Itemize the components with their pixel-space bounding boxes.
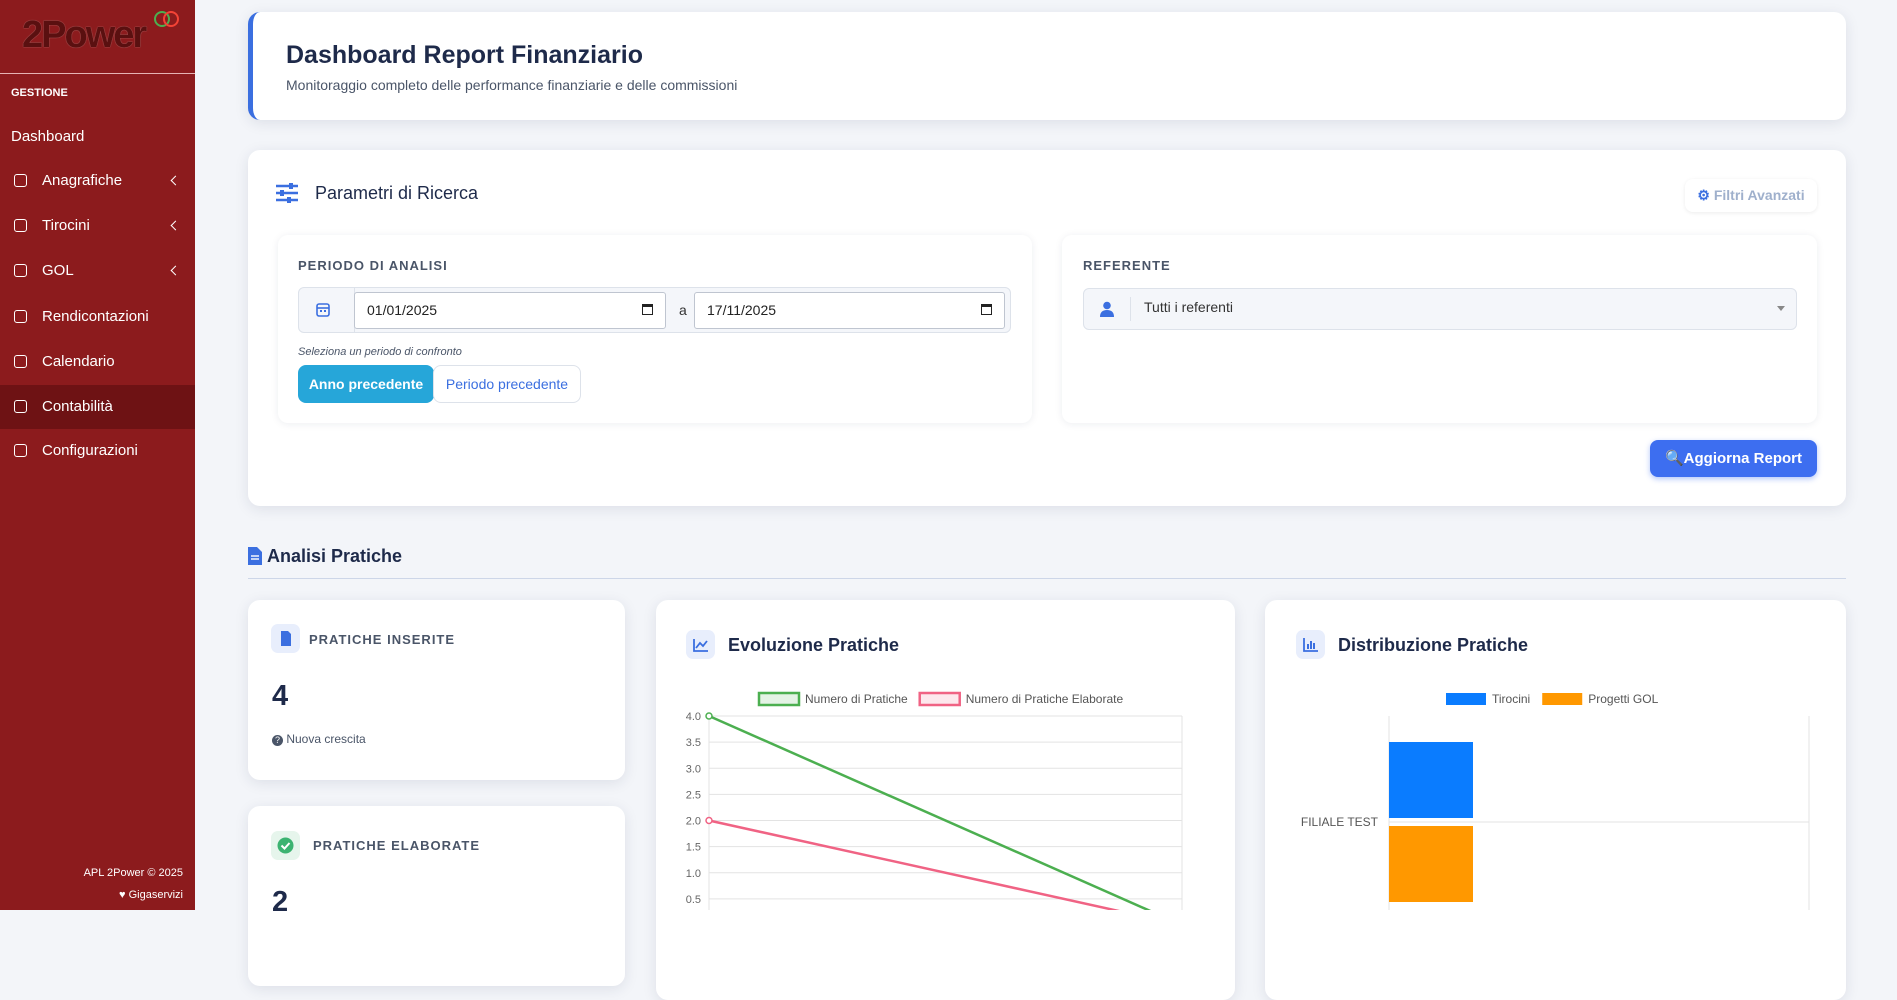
credit[interactable]: ♥ Gigaservizi xyxy=(119,889,183,901)
date-to[interactable]: 17/11/2025 xyxy=(694,292,1005,329)
period-label: PERIODO DI ANALISI xyxy=(298,258,448,273)
filter-icon xyxy=(276,183,298,203)
menu-icon xyxy=(14,355,27,368)
page: 2Power GESTIONE Dashboard Anagrafiche Tiro… xyxy=(0,0,1846,1000)
bar-chart-card: Distribuzione Pratiche xyxy=(1265,600,1846,1000)
menu-icon xyxy=(14,264,27,277)
menu-item[interactable]: Calendario xyxy=(0,340,195,384)
expand-chevron[interactable] xyxy=(170,220,181,231)
update-report-button[interactable]: 🔍Aggiorna Report xyxy=(1650,440,1817,477)
card-note-text: Nuova crescita xyxy=(286,732,366,746)
chart-icon xyxy=(686,630,715,659)
menu-icon xyxy=(14,310,27,323)
period-card: PERIODO DI ANALISI 01/01/2025 a 17/11/20… xyxy=(278,235,1032,423)
credit-text[interactable]: Gigaservizi xyxy=(128,889,183,901)
processed-card: PRATICHE ELABORATE 2 xyxy=(248,806,625,986)
chart-title: Evoluzione Pratiche xyxy=(728,635,900,655)
page-title: Dashboard Report Finanziario xyxy=(286,41,643,69)
document-icon xyxy=(248,547,262,565)
divider xyxy=(0,73,195,74)
menu-item[interactable]: Contabilità xyxy=(0,385,195,429)
page-subtitle: Monitoraggio completo delle performance … xyxy=(286,77,738,93)
referent-card: REFERENTE Tutti i referenti xyxy=(1062,235,1817,423)
menu-label[interactable]: GOL xyxy=(42,262,74,279)
menu-label[interactable]: Rendicontazioni xyxy=(42,308,149,325)
menu-item[interactable]: Anagrafiche xyxy=(0,159,195,203)
card-icon xyxy=(271,831,300,860)
section-divider xyxy=(248,578,1846,579)
update-report-text[interactable]: Aggiorna Report xyxy=(1683,450,1803,467)
menu-label[interactable]: Calendario xyxy=(42,353,115,370)
comparison-hint: Seleziona un periodo di confronto xyxy=(298,346,462,358)
calendar-icon xyxy=(316,303,330,317)
search-panel: Parametri di Ricerca ⚙ Filtri Avanzati P… xyxy=(248,150,1846,506)
menu-label[interactable]: Tirocini xyxy=(42,217,90,234)
referent-select[interactable]: Tutti i referenti xyxy=(1083,288,1797,330)
date-range-group: 01/01/2025 a 17/11/2025 xyxy=(298,287,1011,333)
advanced-filters-button[interactable]: ⚙ Filtri Avanzati xyxy=(1685,179,1817,212)
card-value: 2 xyxy=(272,886,289,918)
inserted-card: PRATICHE INSERITE 4 ? Nuova crescita xyxy=(248,600,625,780)
section-title: Analisi Pratiche xyxy=(267,546,403,566)
search-title: Parametri di Ricerca xyxy=(315,183,479,203)
logo-rings xyxy=(154,11,179,27)
date-separator: a xyxy=(679,302,687,318)
card-title: PRATICHE INSERITE xyxy=(309,632,456,647)
menu-section: GESTIONE xyxy=(11,87,68,99)
previous-year-button[interactable]: Anno precedente xyxy=(298,365,434,403)
menu-item[interactable]: GOL xyxy=(0,249,195,293)
menu-label[interactable]: Contabilità xyxy=(42,398,113,415)
previous-period-button[interactable]: Periodo precedente xyxy=(433,365,581,403)
menu-item[interactable]: Dashboard xyxy=(0,115,195,159)
card-icon xyxy=(271,624,300,653)
date-picker-icon[interactable] xyxy=(642,304,653,315)
card-title: PRATICHE ELABORATE xyxy=(313,838,481,853)
menu-item[interactable]: Rendicontazioni xyxy=(0,295,195,339)
card-value: 4 xyxy=(272,680,289,712)
menu-label[interactable]: Configurazioni xyxy=(42,442,138,459)
referent-label: REFERENTE xyxy=(1083,258,1171,273)
expand-chevron[interactable] xyxy=(170,265,181,276)
chart-icon xyxy=(1296,630,1325,659)
card-note: ? Nuova crescita xyxy=(272,732,366,746)
menu-item[interactable]: Configurazioni xyxy=(0,429,195,473)
advanced-filters-text[interactable]: Filtri Avanzati xyxy=(1713,187,1805,203)
menu-icon xyxy=(14,174,27,187)
dropdown-caret[interactable] xyxy=(1777,306,1785,311)
header-card: Dashboard Report Finanziario Monitoraggi… xyxy=(248,12,1846,120)
date-from-text[interactable]: 01/01/2025 xyxy=(367,302,438,318)
expand-chevron[interactable] xyxy=(170,175,181,186)
logo[interactable]: 2Power xyxy=(22,14,147,56)
copyright: APL 2Power © 2025 xyxy=(83,867,183,879)
sidebar: 2Power GESTIONE Dashboard Anagrafiche Tiro… xyxy=(0,0,195,910)
date-from[interactable]: 01/01/2025 xyxy=(354,292,666,329)
menu-icon xyxy=(14,219,27,232)
date-to-text[interactable]: 17/11/2025 xyxy=(707,302,777,318)
menu-label[interactable]: Anagrafiche xyxy=(42,172,123,189)
chart-title: Distribuzione Pratiche xyxy=(1338,635,1529,655)
menu-item[interactable]: Tirocini xyxy=(0,204,195,248)
menu-icon xyxy=(14,400,27,413)
menu-label[interactable]: Dashboard xyxy=(11,128,85,145)
line-chart-card: Evoluzione Pratiche xyxy=(656,600,1235,1000)
user-icon xyxy=(1100,301,1114,317)
referent-value[interactable]: Tutti i referenti xyxy=(1144,299,1233,315)
separator xyxy=(1130,297,1131,321)
menu-icon xyxy=(14,444,27,457)
date-picker-icon[interactable] xyxy=(981,304,992,315)
